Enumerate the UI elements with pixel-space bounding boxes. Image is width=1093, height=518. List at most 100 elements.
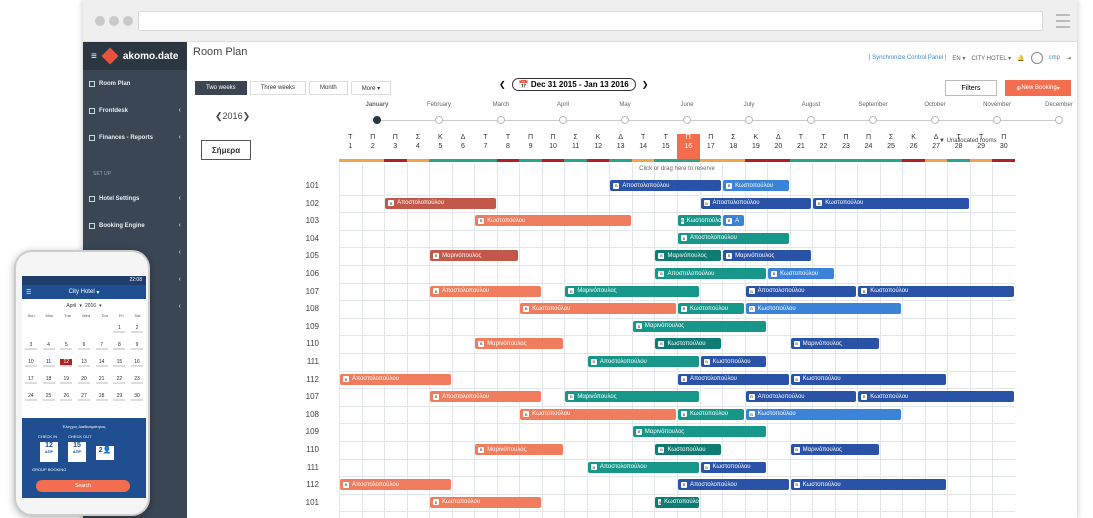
hotel-select[interactable]: CITY HOTEL ▾: [971, 55, 1012, 62]
timeline-month-dot[interactable]: [745, 116, 753, 124]
sync-link[interactable]: | Synchronize Control Panel |: [868, 55, 947, 61]
booking-bar[interactable]: B Κωστοπούλου: [723, 180, 789, 191]
booking-bar[interactable]: B Κωστοπούλου: [520, 303, 676, 315]
booking-bar[interactable]: B Κωστοπούλου: [678, 215, 722, 227]
booking-bar[interactable]: B Μαρινόπουλος: [655, 250, 722, 262]
day-header[interactable]: Κ 12: [586, 134, 610, 162]
booking-bar[interactable]: B Κωστοπούλου: [700, 356, 767, 367]
view-tab[interactable]: More ▾: [350, 81, 392, 95]
booking-bar[interactable]: B Αποστολοπούλου: [745, 391, 857, 403]
timeline-month-dot[interactable]: [931, 116, 939, 124]
calendar-day[interactable]: 28: [95, 393, 108, 401]
booking-bar[interactable]: B Μαρινόπουλος: [790, 444, 879, 455]
booking-bar[interactable]: B Κωστοπούλου: [678, 303, 744, 315]
calendar-day[interactable]: 2: [131, 325, 144, 333]
day-header[interactable]: Τ 14: [631, 134, 655, 162]
booking-bar[interactable]: B Αποστολοπούλου: [700, 197, 812, 209]
phone-month-selector[interactable]: April ▾ 2016 ▾: [66, 303, 102, 309]
day-header[interactable]: Τ 22: [812, 134, 835, 162]
timeline-month-dot[interactable]: [559, 116, 567, 124]
timeline-month-dot[interactable]: [497, 116, 505, 124]
booking-bar[interactable]: B Κωστοπούλου: [790, 373, 947, 385]
user-name[interactable]: cmp: [1048, 55, 1060, 61]
booking-bar[interactable]: B Κωστοπούλου: [813, 197, 969, 209]
calendar-day[interactable]: 9: [131, 342, 144, 350]
booking-bar[interactable]: B Αποστολοπούλου: [678, 232, 789, 244]
day-header[interactable]: Κ 19: [744, 134, 768, 162]
booking-bar[interactable]: B Αποστολοπούλου: [678, 373, 789, 385]
window-dot[interactable]: [109, 16, 119, 26]
day-header[interactable]: Π 23: [834, 134, 858, 162]
timeline-month-dot[interactable]: [869, 116, 877, 124]
browser-menu-icon[interactable]: [1056, 14, 1070, 28]
timeline-month-dot[interactable]: [807, 116, 815, 124]
date-range[interactable]: 📅 Dec 31 2015 - Jan 13 2016: [511, 78, 636, 91]
view-tab[interactable]: Month: [309, 81, 348, 95]
window-dot[interactable]: [123, 16, 133, 26]
booking-bar[interactable]: B Κωστοπούλου: [655, 338, 722, 350]
sidebar-item[interactable]: Booking Engine ‹: [83, 212, 187, 239]
timeline-month-dot[interactable]: [621, 116, 629, 124]
timeline-month-dot[interactable]: [683, 116, 691, 124]
booking-bar[interactable]: B Κωστοπούλου: [655, 496, 699, 508]
booking-grid[interactable]: B Αποστολοπούλου B Κωστοπούλου B Αποστολοπούλ…: [339, 163, 1015, 518]
timeline-month-dot[interactable]: [993, 116, 1001, 124]
booking-bar[interactable]: B Κωστοπούλου: [700, 461, 767, 473]
view-tab[interactable]: Two weeks: [195, 81, 247, 95]
window-dot[interactable]: [95, 16, 105, 26]
day-header[interactable]: Σ 25: [879, 134, 903, 162]
today-button[interactable]: Σήμερα: [201, 140, 251, 160]
sidebar-item[interactable]: Frontdesk ‹: [83, 97, 187, 124]
prev-arrow-icon[interactable]: ❮: [499, 80, 506, 89]
calendar-day[interactable]: 25: [42, 393, 55, 401]
booking-bar[interactable]: B Κωστοπούλου: [655, 444, 722, 455]
calendar-day[interactable]: 7: [95, 342, 108, 350]
booking-bar[interactable]: B Μαρινόπουλος: [565, 391, 699, 403]
day-header[interactable]: Π 10: [541, 134, 565, 162]
booking-bar[interactable]: B Κωστοπούλου: [768, 268, 834, 279]
group-booking-label[interactable]: GROUP BOOKING: [32, 467, 67, 472]
bell-icon[interactable]: 🔔: [1017, 55, 1025, 62]
calendar-day[interactable]: 11: [42, 359, 55, 367]
booking-bar[interactable]: B Κωστοπούλου: [858, 391, 1014, 403]
calendar-day[interactable]: 24: [24, 393, 37, 401]
day-header[interactable]: Σ 18: [722, 134, 745, 162]
booking-bar[interactable]: B Αποστολοπούλου: [587, 356, 699, 367]
language-select[interactable]: EN ▾: [952, 55, 966, 62]
calendar-day[interactable]: 12: [60, 358, 73, 367]
calendar-day[interactable]: 6: [77, 342, 90, 350]
calendar-day[interactable]: 19: [60, 376, 73, 384]
calendar-day[interactable]: 18: [42, 376, 55, 384]
calendar-day[interactable]: 23: [131, 376, 144, 384]
booking-bar[interactable]: B Μαρινόπουλος: [790, 338, 879, 350]
day-header[interactable]: Π 17: [699, 134, 723, 162]
booking-bar[interactable]: B Αποστολοπούλου: [745, 285, 857, 297]
day-header[interactable]: Τ 15: [654, 134, 677, 162]
calendar-day[interactable]: 8: [113, 342, 126, 350]
booking-bar[interactable]: B Κωστοπούλου: [790, 479, 947, 491]
calendar-day[interactable]: 14: [95, 359, 108, 367]
booking-bar[interactable]: B Κωστοπούλου: [678, 408, 744, 420]
booking-bar[interactable]: B Αποστολοπούλου: [610, 180, 722, 191]
sidebar-item[interactable]: Finances - Reports ‹: [83, 124, 187, 151]
booking-bar[interactable]: B Αποστολοπούλου: [430, 391, 541, 403]
calendar-day[interactable]: 10: [24, 359, 37, 367]
booking-bar[interactable]: B Κωστοπούλου: [745, 303, 902, 315]
calendar-day[interactable]: 27: [77, 393, 90, 401]
address-bar[interactable]: [138, 11, 1043, 31]
booking-bar[interactable]: B Αποστολοπούλου: [587, 461, 699, 473]
day-header[interactable]: Π 24: [857, 134, 880, 162]
checkin-box[interactable]: 12 ΑΠΡ: [40, 442, 58, 462]
booking-bar[interactable]: B Κωστοπούλου: [745, 408, 902, 420]
booking-bar[interactable]: B Μαρινόπουλος: [475, 444, 564, 455]
day-header[interactable]: Δ 20: [767, 134, 790, 162]
day-header[interactable]: Κ 26: [902, 134, 925, 162]
calendar-day[interactable]: 30: [131, 393, 144, 401]
day-header[interactable]: Τ 29: [969, 134, 993, 162]
